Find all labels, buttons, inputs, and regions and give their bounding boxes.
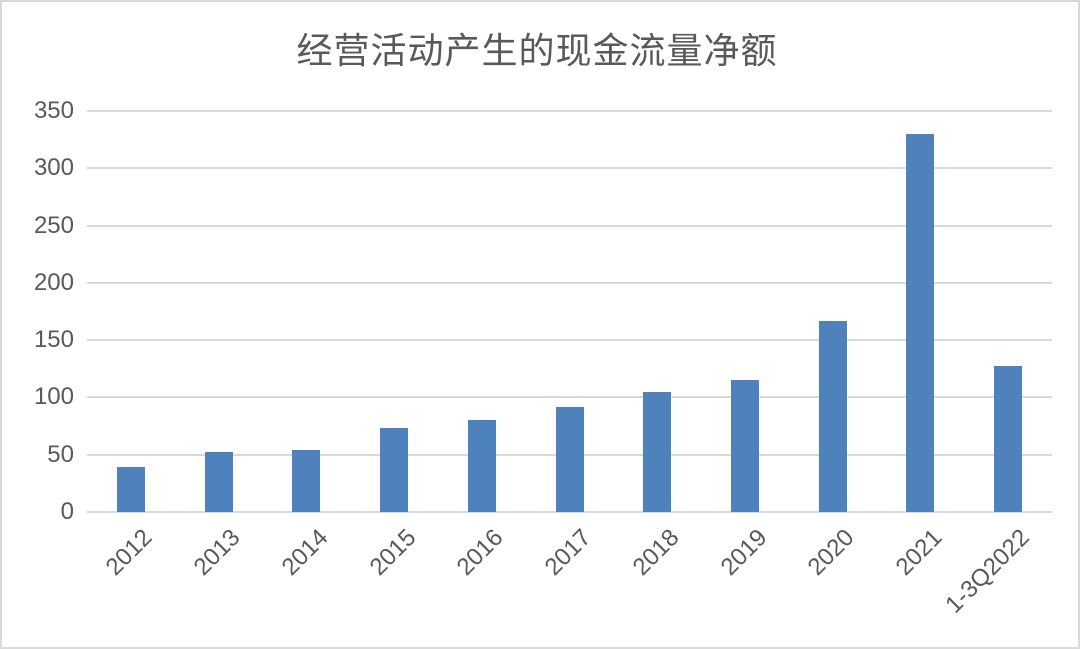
gridline-y-100 xyxy=(87,396,1052,399)
bar-2017 xyxy=(555,406,584,512)
bar-2021 xyxy=(906,133,935,512)
gridline-y-250 xyxy=(87,224,1052,227)
x-tick-label-2017: 2017 xyxy=(539,524,597,581)
y-tick-label-50: 50 xyxy=(47,440,74,468)
bar-2016 xyxy=(467,420,496,512)
bar-2013 xyxy=(204,452,233,512)
x-tick-label-2014: 2014 xyxy=(276,524,334,581)
y-tick-label-200: 200 xyxy=(33,268,74,296)
gridline-y-200 xyxy=(87,281,1052,284)
x-tick-label-2020: 2020 xyxy=(802,524,860,581)
y-tick-label-250: 250 xyxy=(33,211,74,239)
y-tick-label-150: 150 xyxy=(33,326,74,354)
bar-2020 xyxy=(818,320,847,512)
bar-2019 xyxy=(730,380,759,512)
gridline-y-300 xyxy=(87,167,1052,170)
bar-2015 xyxy=(380,428,409,512)
bar-2014 xyxy=(292,450,321,512)
gridline-y-150 xyxy=(87,339,1052,342)
y-tick-label-100: 100 xyxy=(33,383,74,411)
bar-1-3Q2022 xyxy=(994,366,1023,512)
x-tick-label-2015: 2015 xyxy=(364,524,422,581)
bar-2018 xyxy=(643,391,672,512)
y-tick-label-0: 0 xyxy=(60,498,74,525)
x-tick-label-2012: 2012 xyxy=(101,524,158,581)
x-tick-label-1-3Q2022: 1-3Q2022 xyxy=(940,524,1036,619)
x-tick-label-2019: 2019 xyxy=(715,524,773,581)
chart-title: 经营活动产生的现金流量净额 xyxy=(296,31,778,72)
x-tick-label-2021: 2021 xyxy=(890,524,948,581)
plot-area xyxy=(87,110,1052,513)
x-axis-line xyxy=(87,511,1052,513)
y-tick-label-350: 350 xyxy=(33,97,74,124)
y-tick-label-300: 300 xyxy=(33,154,74,182)
gridline-y-350 xyxy=(87,110,1052,112)
x-tick-label-2013: 2013 xyxy=(188,524,246,581)
x-tick-label-2016: 2016 xyxy=(452,524,509,581)
x-tick-label-2018: 2018 xyxy=(627,524,685,581)
bar-2012 xyxy=(116,467,145,512)
